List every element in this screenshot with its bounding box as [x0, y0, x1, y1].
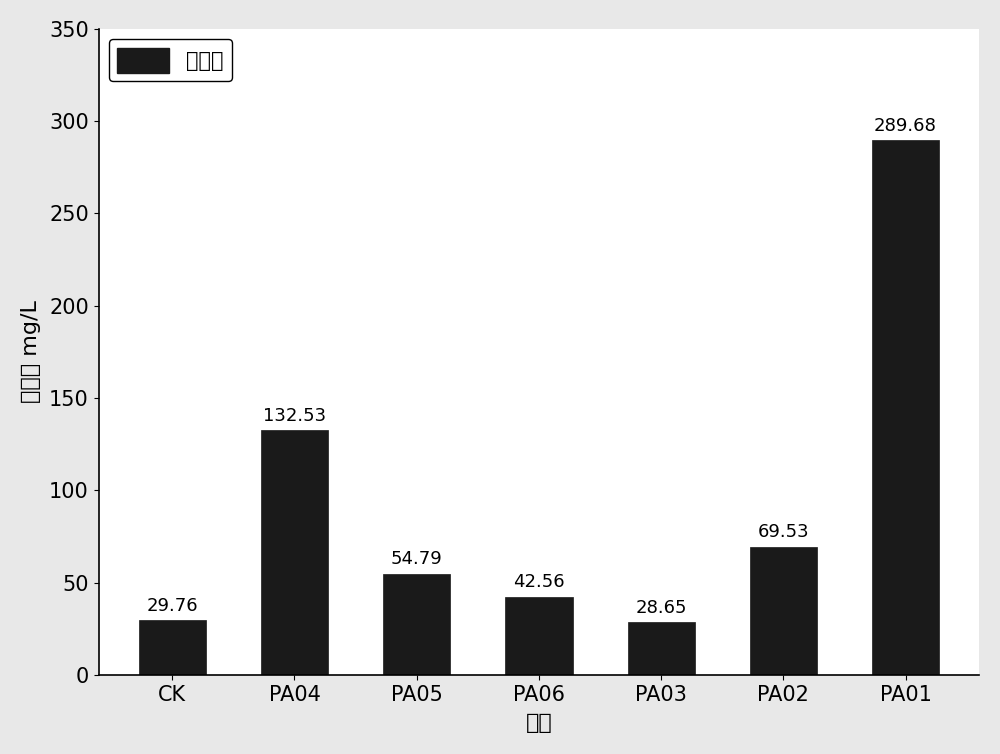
- Text: 54.79: 54.79: [391, 550, 443, 569]
- Text: 42.56: 42.56: [513, 573, 565, 591]
- Bar: [872, 140, 939, 675]
- Text: 29.76: 29.76: [146, 596, 198, 615]
- Text: 289.68: 289.68: [874, 117, 937, 135]
- Legend: 解磷量: 解磷量: [109, 39, 232, 81]
- Bar: [261, 431, 328, 675]
- Bar: [750, 547, 817, 675]
- Bar: [139, 620, 206, 675]
- X-axis label: 菌株: 菌株: [526, 713, 552, 733]
- Y-axis label: 解磷量 mg/L: 解磷量 mg/L: [21, 301, 41, 403]
- Text: 28.65: 28.65: [635, 599, 687, 617]
- Bar: [628, 622, 695, 675]
- Text: 132.53: 132.53: [263, 407, 326, 425]
- Bar: [383, 574, 450, 675]
- Bar: [505, 596, 573, 675]
- Text: 69.53: 69.53: [758, 523, 809, 541]
